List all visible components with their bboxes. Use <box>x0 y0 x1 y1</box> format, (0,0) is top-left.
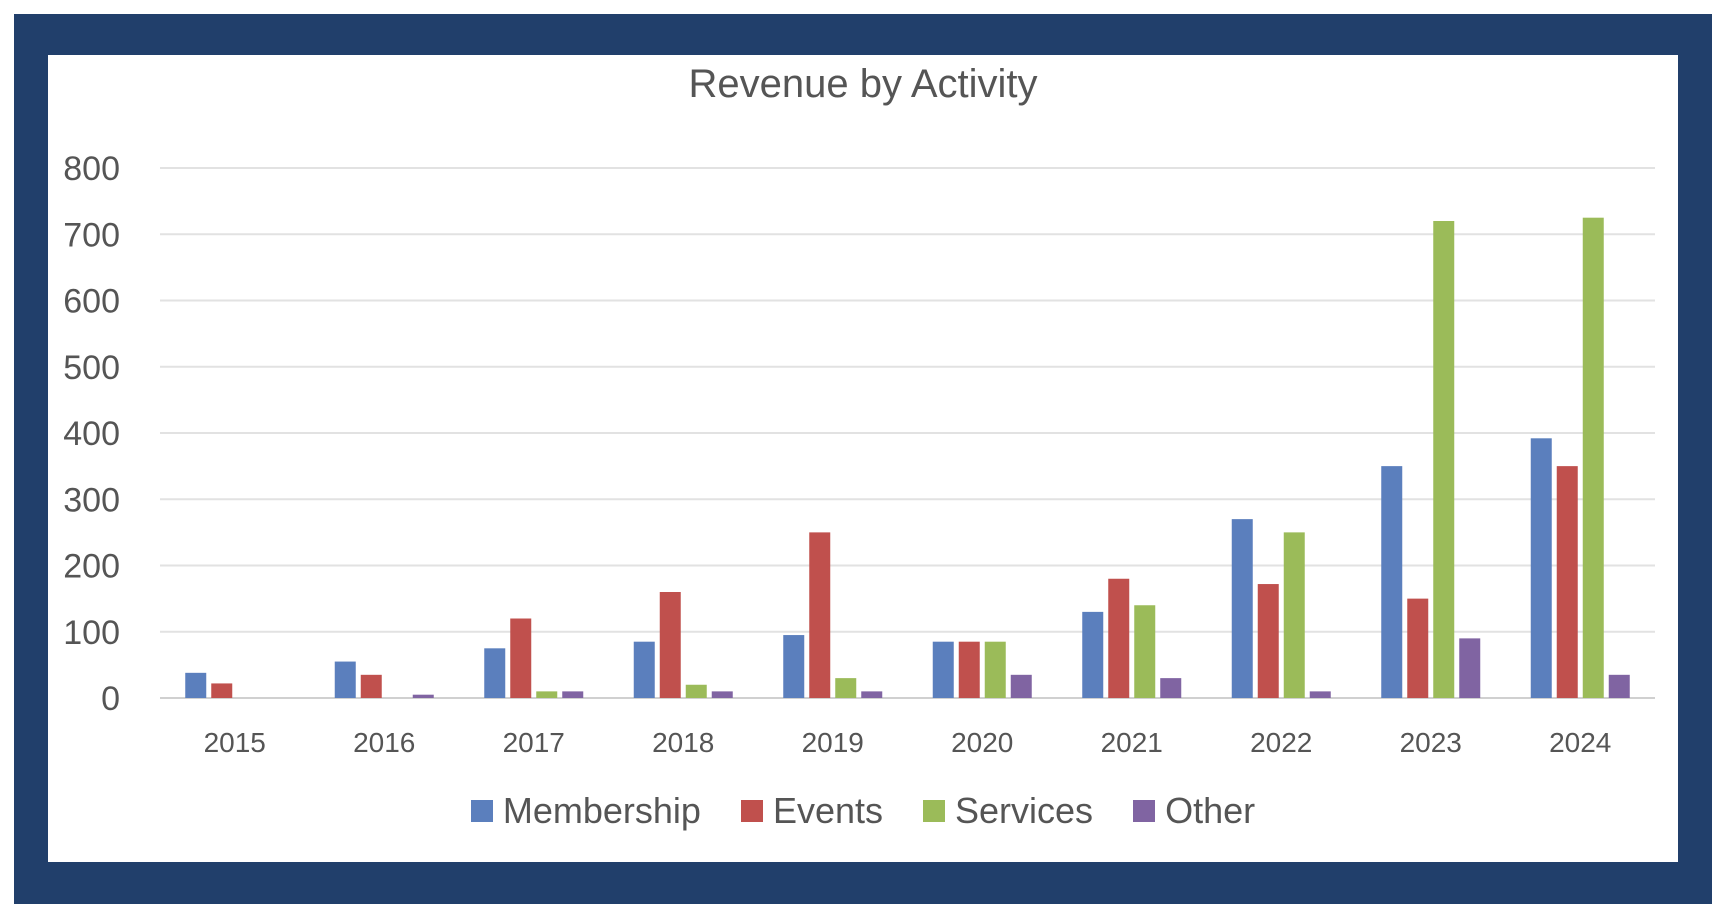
x-axis-labels: 2015 2016 2017 2018 2019 2020 2021 2022 2023 2024 <box>204 727 1612 758</box>
bar-membership-2018 <box>633 641 655 698</box>
bar-membership-2022 <box>1231 519 1253 698</box>
legend-label: Membership <box>502 790 701 831</box>
x-tick-label: 2019 <box>802 727 864 758</box>
x-tick-label: 2024 <box>1549 727 1611 758</box>
bar-membership-2015 <box>185 672 207 698</box>
chart-panel <box>48 55 1678 862</box>
x-tick-label: 2016 <box>353 727 415 758</box>
chart-title: Revenue by Activity <box>688 62 1038 106</box>
x-tick-label: 2017 <box>503 727 565 758</box>
y-tick-label: 400 <box>63 415 120 453</box>
x-tick-label: 2022 <box>1250 727 1312 758</box>
bar-events-2022 <box>1257 584 1279 698</box>
bar-services-2022 <box>1283 532 1305 698</box>
bar-events-2016 <box>360 674 382 698</box>
y-tick-label: 300 <box>63 481 120 519</box>
bar-services-2023 <box>1433 221 1455 698</box>
bar-services-2018 <box>685 684 707 698</box>
x-tick-label: 2018 <box>652 727 714 758</box>
bar-events-2018 <box>659 592 681 698</box>
legend-swatch <box>1133 800 1156 822</box>
bar-other-2020 <box>1010 674 1032 698</box>
y-tick-label: 200 <box>63 548 120 586</box>
bar-other-2019 <box>861 691 883 698</box>
bar-membership-2021 <box>1082 611 1104 698</box>
bar-services-2021 <box>1134 605 1156 698</box>
y-tick-label: 100 <box>63 614 120 652</box>
bar-other-2018 <box>711 691 733 698</box>
legend-swatch <box>923 800 946 822</box>
y-tick-label: 600 <box>63 283 120 321</box>
bar-events-2021 <box>1108 578 1130 698</box>
legend-swatch <box>470 800 493 822</box>
bar-membership-2020 <box>932 641 954 698</box>
bar-other-2016 <box>412 694 434 698</box>
legend-item-membership: Membership <box>470 790 701 832</box>
bar-other-2022 <box>1309 691 1331 698</box>
y-tick-label: 800 <box>63 150 120 188</box>
x-tick-label: 2023 <box>1400 727 1462 758</box>
bar-events-2017 <box>510 618 532 698</box>
bar-events-2019 <box>809 532 831 698</box>
y-axis-labels: 0 100 200 300 400 500 600 700 800 <box>63 150 120 718</box>
legend-item-events: Events <box>740 790 884 832</box>
legend-label: Services <box>955 790 1094 831</box>
bars <box>185 217 1630 698</box>
bar-membership-2024 <box>1530 438 1552 698</box>
bar-services-2020 <box>984 641 1006 698</box>
y-tick-label: 500 <box>63 349 120 387</box>
bar-membership-2023 <box>1381 466 1403 698</box>
x-tick-label: 2015 <box>204 727 266 758</box>
y-tick-label: 0 <box>101 680 120 718</box>
legend-swatch <box>740 800 763 822</box>
bar-other-2023 <box>1459 638 1481 698</box>
legend-item-other: Other <box>1133 790 1255 832</box>
legend-label: Other <box>1165 790 1256 831</box>
bar-services-2024 <box>1582 217 1604 698</box>
bar-events-2020 <box>958 641 980 698</box>
gridlines <box>160 167 1655 699</box>
bar-events-2024 <box>1556 466 1578 698</box>
bar-membership-2019 <box>783 635 805 698</box>
bar-other-2021 <box>1160 678 1182 698</box>
x-tick-label: 2021 <box>1101 727 1163 758</box>
bar-membership-2016 <box>334 661 356 698</box>
bar-membership-2017 <box>484 648 506 698</box>
y-tick-label: 700 <box>63 216 120 254</box>
bar-services-2019 <box>835 678 857 698</box>
legend-item-services: Services <box>923 790 1093 832</box>
bar-services-2017 <box>536 691 558 698</box>
bar-other-2017 <box>562 691 584 698</box>
x-tick-label: 2020 <box>951 727 1013 758</box>
bar-events-2015 <box>211 683 233 698</box>
bar-events-2023 <box>1407 598 1429 698</box>
legend: Membership Events Services Other <box>0 790 1726 832</box>
bar-other-2024 <box>1608 674 1630 698</box>
legend-label: Events <box>772 790 884 831</box>
